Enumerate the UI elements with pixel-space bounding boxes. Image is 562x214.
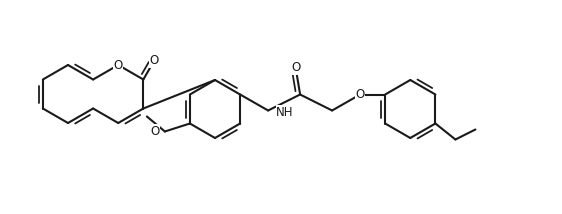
Text: O: O: [356, 88, 365, 101]
Text: O: O: [149, 54, 159, 67]
Text: O: O: [292, 61, 301, 74]
Text: O: O: [114, 58, 123, 71]
Text: O: O: [151, 125, 160, 138]
Text: NH: NH: [276, 106, 293, 119]
